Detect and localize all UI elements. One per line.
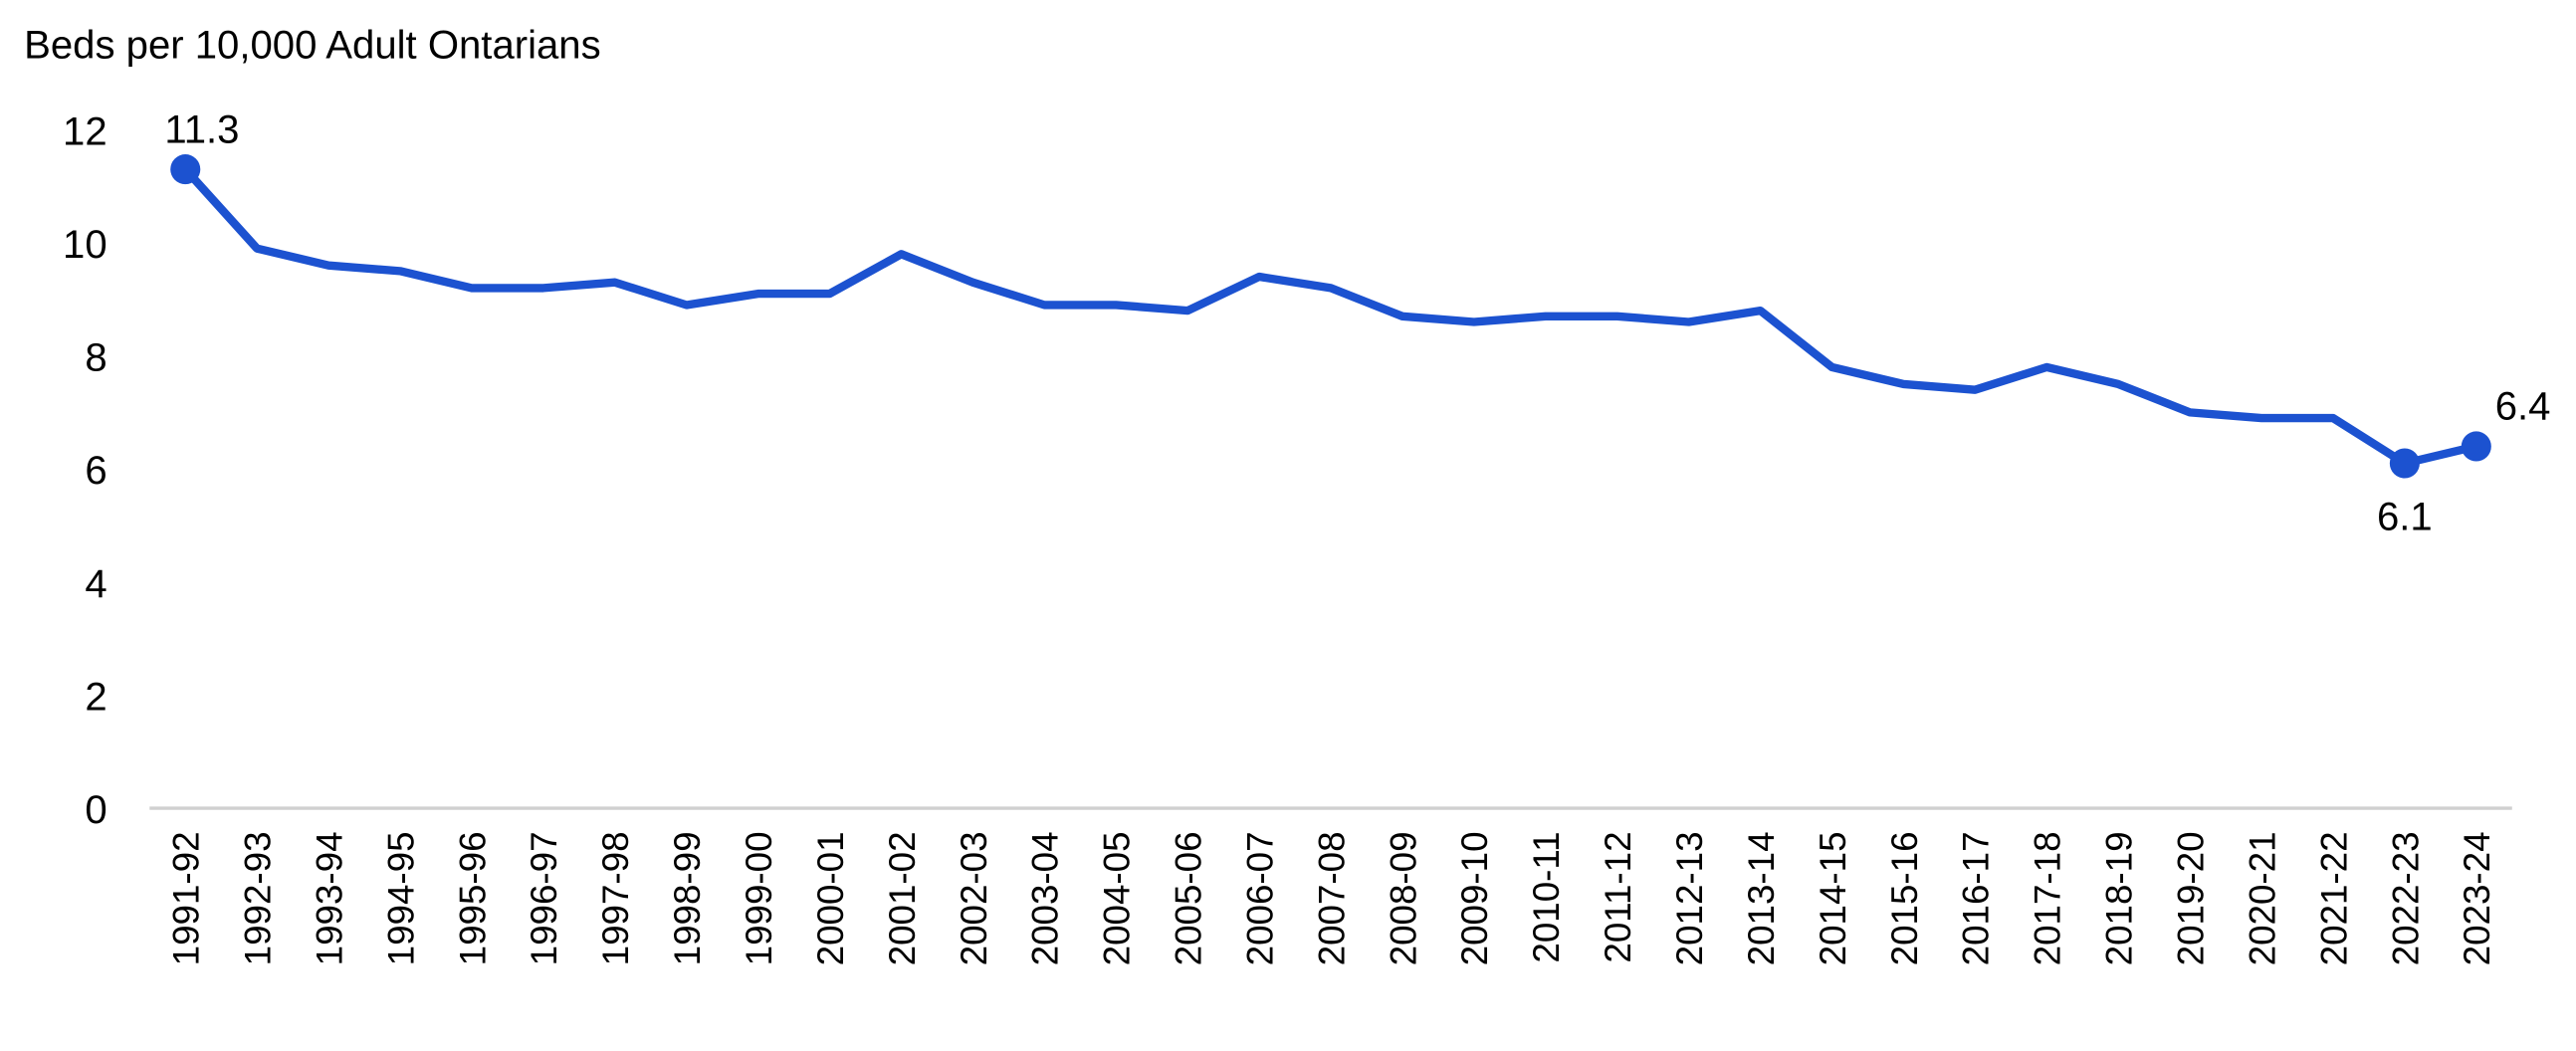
x-tick-label: 2015-16 [1884, 831, 1925, 965]
y-tick-label: 6 [85, 449, 107, 493]
y-tick-label: 12 [63, 109, 107, 153]
x-tick-label: 2017-18 [2028, 831, 2068, 965]
x-tick-label: 2018-19 [2099, 831, 2140, 965]
y-tick-label: 10 [63, 223, 107, 267]
point-marker [170, 154, 201, 185]
y-tick-label: 8 [85, 336, 107, 380]
x-tick-label: 2006-07 [1239, 831, 1280, 965]
x-tick-label: 2008-09 [1383, 831, 1423, 965]
x-tick-label: 1998-99 [667, 831, 708, 965]
x-tick-label: 2002-03 [954, 831, 994, 965]
x-tick-label: 1991-92 [166, 831, 207, 965]
x-tick-label: 2000-01 [810, 831, 851, 965]
data-label: 6.4 [2495, 385, 2551, 429]
data-label: 11.3 [164, 107, 239, 151]
point-marker [2461, 431, 2491, 462]
x-tick-label: 1992-93 [238, 831, 279, 965]
x-tick-label: 2004-05 [1097, 831, 1138, 965]
x-tick-label: 1993-94 [309, 831, 349, 965]
y-tick-label: 0 [85, 788, 107, 832]
x-tick-label: 2019-20 [2170, 831, 2211, 965]
data-label: 6.1 [2377, 495, 2433, 538]
x-tick-label: 1997-98 [595, 831, 636, 965]
x-tick-label: 2011-12 [1598, 831, 1638, 962]
x-tick-label: 1999-00 [739, 831, 779, 965]
x-tick-label: 2001-02 [882, 831, 923, 965]
line [182, 166, 2477, 468]
x-tick-label: 2013-14 [1741, 831, 1782, 965]
x-tick-label: 2020-21 [2242, 831, 2282, 965]
x-tick-label: 2022-23 [2385, 831, 2426, 965]
x-tick-label: 1994-95 [380, 831, 421, 965]
x-tick-label: 2014-15 [1813, 831, 1853, 965]
x-tick-label: 2003-04 [1025, 831, 1066, 965]
x-tick-label: 2021-22 [2313, 831, 2354, 965]
x-tick-label: 2005-06 [1169, 831, 1209, 965]
chart-title: Beds per 10,000 Adult Ontarians [24, 23, 601, 67]
x-tick-label: 2023-24 [2457, 831, 2497, 965]
x-tick-label: 2009-10 [1454, 831, 1495, 965]
x-tick-label: 2010-11 [1526, 831, 1567, 962]
point-marker [2389, 448, 2420, 479]
y-tick-label: 4 [85, 562, 107, 606]
x-tick-label: 2016-17 [1956, 831, 1997, 965]
x-tick-label: 2012-13 [1669, 831, 1710, 965]
x-tick-label: 2007-08 [1311, 831, 1352, 965]
x-tick-label: 1995-96 [452, 831, 493, 965]
y-tick-label: 2 [85, 675, 107, 719]
x-tick-label: 1996-97 [524, 831, 564, 965]
